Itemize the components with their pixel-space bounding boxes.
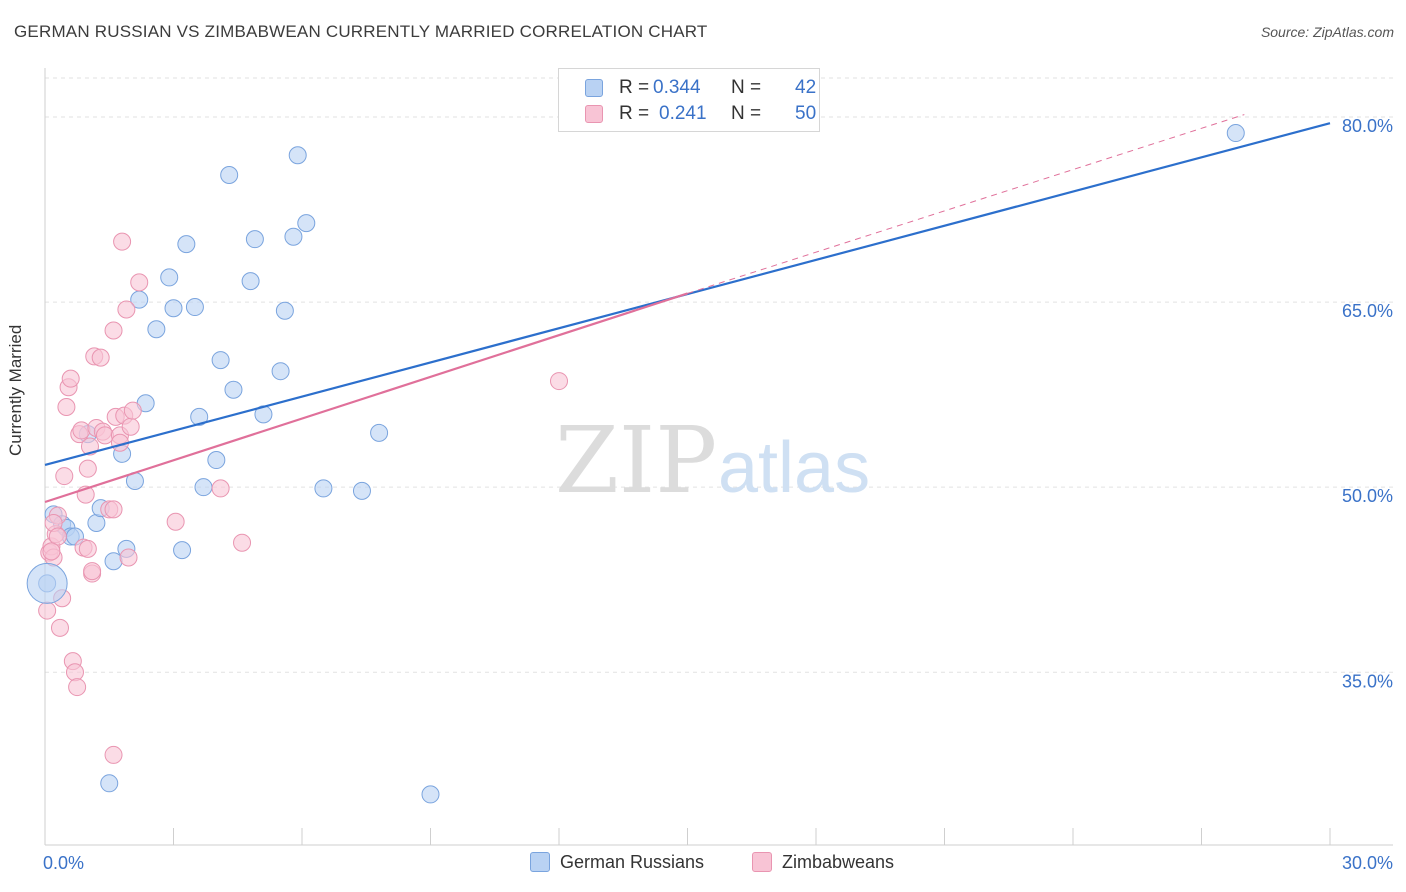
zimbabwean-point: [43, 543, 60, 560]
legend-n-value: 42: [795, 77, 816, 99]
legend-swatch-pink: [585, 105, 603, 123]
zimbabwean-point: [551, 373, 568, 390]
zimbabwean-point: [39, 602, 56, 619]
german-russian-point: [212, 352, 229, 369]
german-russian-point: [174, 542, 191, 559]
trend-line-zimbabweans-extension: [688, 115, 1245, 294]
bottom-legend-label: Zimbabweans: [782, 852, 894, 872]
german-russian-point: [186, 299, 203, 316]
german-russian-point: [371, 424, 388, 441]
scatter-chart: ZIP atlas 35.0% 50.0% 65.0% 80.0% 0.0% 30.0%: [0, 0, 1406, 892]
legend-r-label: R =: [619, 77, 649, 99]
german-russian-point: [165, 300, 182, 317]
bottom-legend-german-russians: German Russians: [530, 852, 704, 873]
zimbabwean-point: [56, 468, 73, 485]
legend-r-label: R =: [619, 103, 649, 125]
watermark-atlas: atlas: [718, 428, 870, 508]
zimbabwean-point: [120, 549, 137, 566]
zimbabwean-point: [122, 418, 139, 435]
german-russian-point: [422, 786, 439, 803]
german-russian-point: [178, 236, 195, 253]
zimbabwean-point: [124, 402, 141, 419]
y-tick-label: 35.0%: [1342, 671, 1393, 691]
german-russian-point: [1227, 125, 1244, 142]
zimbabwean-point: [84, 563, 101, 580]
zimbabwean-point: [62, 370, 79, 387]
x-tick-label-max: 30.0%: [1342, 853, 1393, 873]
zimbabwean-point: [58, 398, 75, 415]
zimbabwean-point: [167, 513, 184, 530]
german-russian-point: [246, 231, 263, 248]
german-russian-point-large: [27, 563, 67, 603]
zimbabwean-point: [79, 460, 96, 477]
bottom-legend-zimbabweans: Zimbabweans: [752, 852, 894, 873]
german-russian-point: [272, 363, 289, 380]
zimbabwean-point: [234, 534, 251, 551]
bottom-legend-swatch-blue: [530, 852, 550, 872]
y-tick-label: 80.0%: [1342, 116, 1393, 136]
german-russian-point: [285, 228, 302, 245]
zimbabwean-point: [118, 301, 135, 318]
y-axis-label: Currently Married: [6, 325, 26, 456]
y-tick-label: 50.0%: [1342, 486, 1393, 506]
german-russian-point: [148, 321, 165, 338]
german-russian-point: [242, 273, 259, 290]
legend-n-label: N =: [731, 103, 761, 125]
zimbabwean-point: [69, 679, 86, 696]
german-russian-point: [315, 480, 332, 497]
german-russian-point: [101, 775, 118, 792]
zimbabwean-point: [114, 233, 131, 250]
german-russian-point: [88, 514, 105, 531]
watermark: ZIP atlas: [555, 407, 870, 514]
legend: R = 0.344 N = 42 R = 0.241 N = 50: [558, 68, 820, 132]
zimbabwean-point: [51, 619, 68, 636]
zimbabwean-point: [79, 540, 96, 557]
legend-n-label: N =: [731, 77, 761, 99]
german-russian-point: [221, 167, 238, 184]
x-tick-label-min: 0.0%: [43, 853, 84, 873]
zimbabwean-point: [131, 274, 148, 291]
zimbabwean-point: [66, 664, 83, 681]
zimbabwean-point: [73, 422, 90, 439]
german-russian-point: [161, 269, 178, 286]
zimbabwean-point: [105, 501, 122, 518]
bottom-legend-label: German Russians: [560, 852, 704, 872]
german-russian-point: [225, 381, 242, 398]
german-russian-point: [195, 479, 212, 496]
legend-swatch-blue: [585, 79, 603, 97]
legend-r-value: 0.241: [659, 103, 707, 125]
german-russian-point: [289, 147, 306, 164]
zimbabwean-point: [92, 349, 109, 366]
grid-lines: [45, 78, 1393, 672]
legend-n-value: 50: [795, 103, 816, 125]
legend-r-value: 0.344: [653, 77, 701, 99]
zimbabwean-point: [105, 322, 122, 339]
watermark-zip: ZIP: [555, 407, 717, 514]
zimbabwean-point: [96, 427, 113, 444]
bottom-legend-swatch-pink: [752, 852, 772, 872]
zimbabwean-point: [105, 746, 122, 763]
german-russian-point: [105, 553, 122, 570]
german-russian-point: [276, 302, 293, 319]
german-russian-point: [298, 215, 315, 232]
german-russian-point: [353, 482, 370, 499]
y-tick-label: 65.0%: [1342, 301, 1393, 321]
zimbabwean-point: [212, 480, 229, 497]
german-russian-point: [208, 452, 225, 469]
